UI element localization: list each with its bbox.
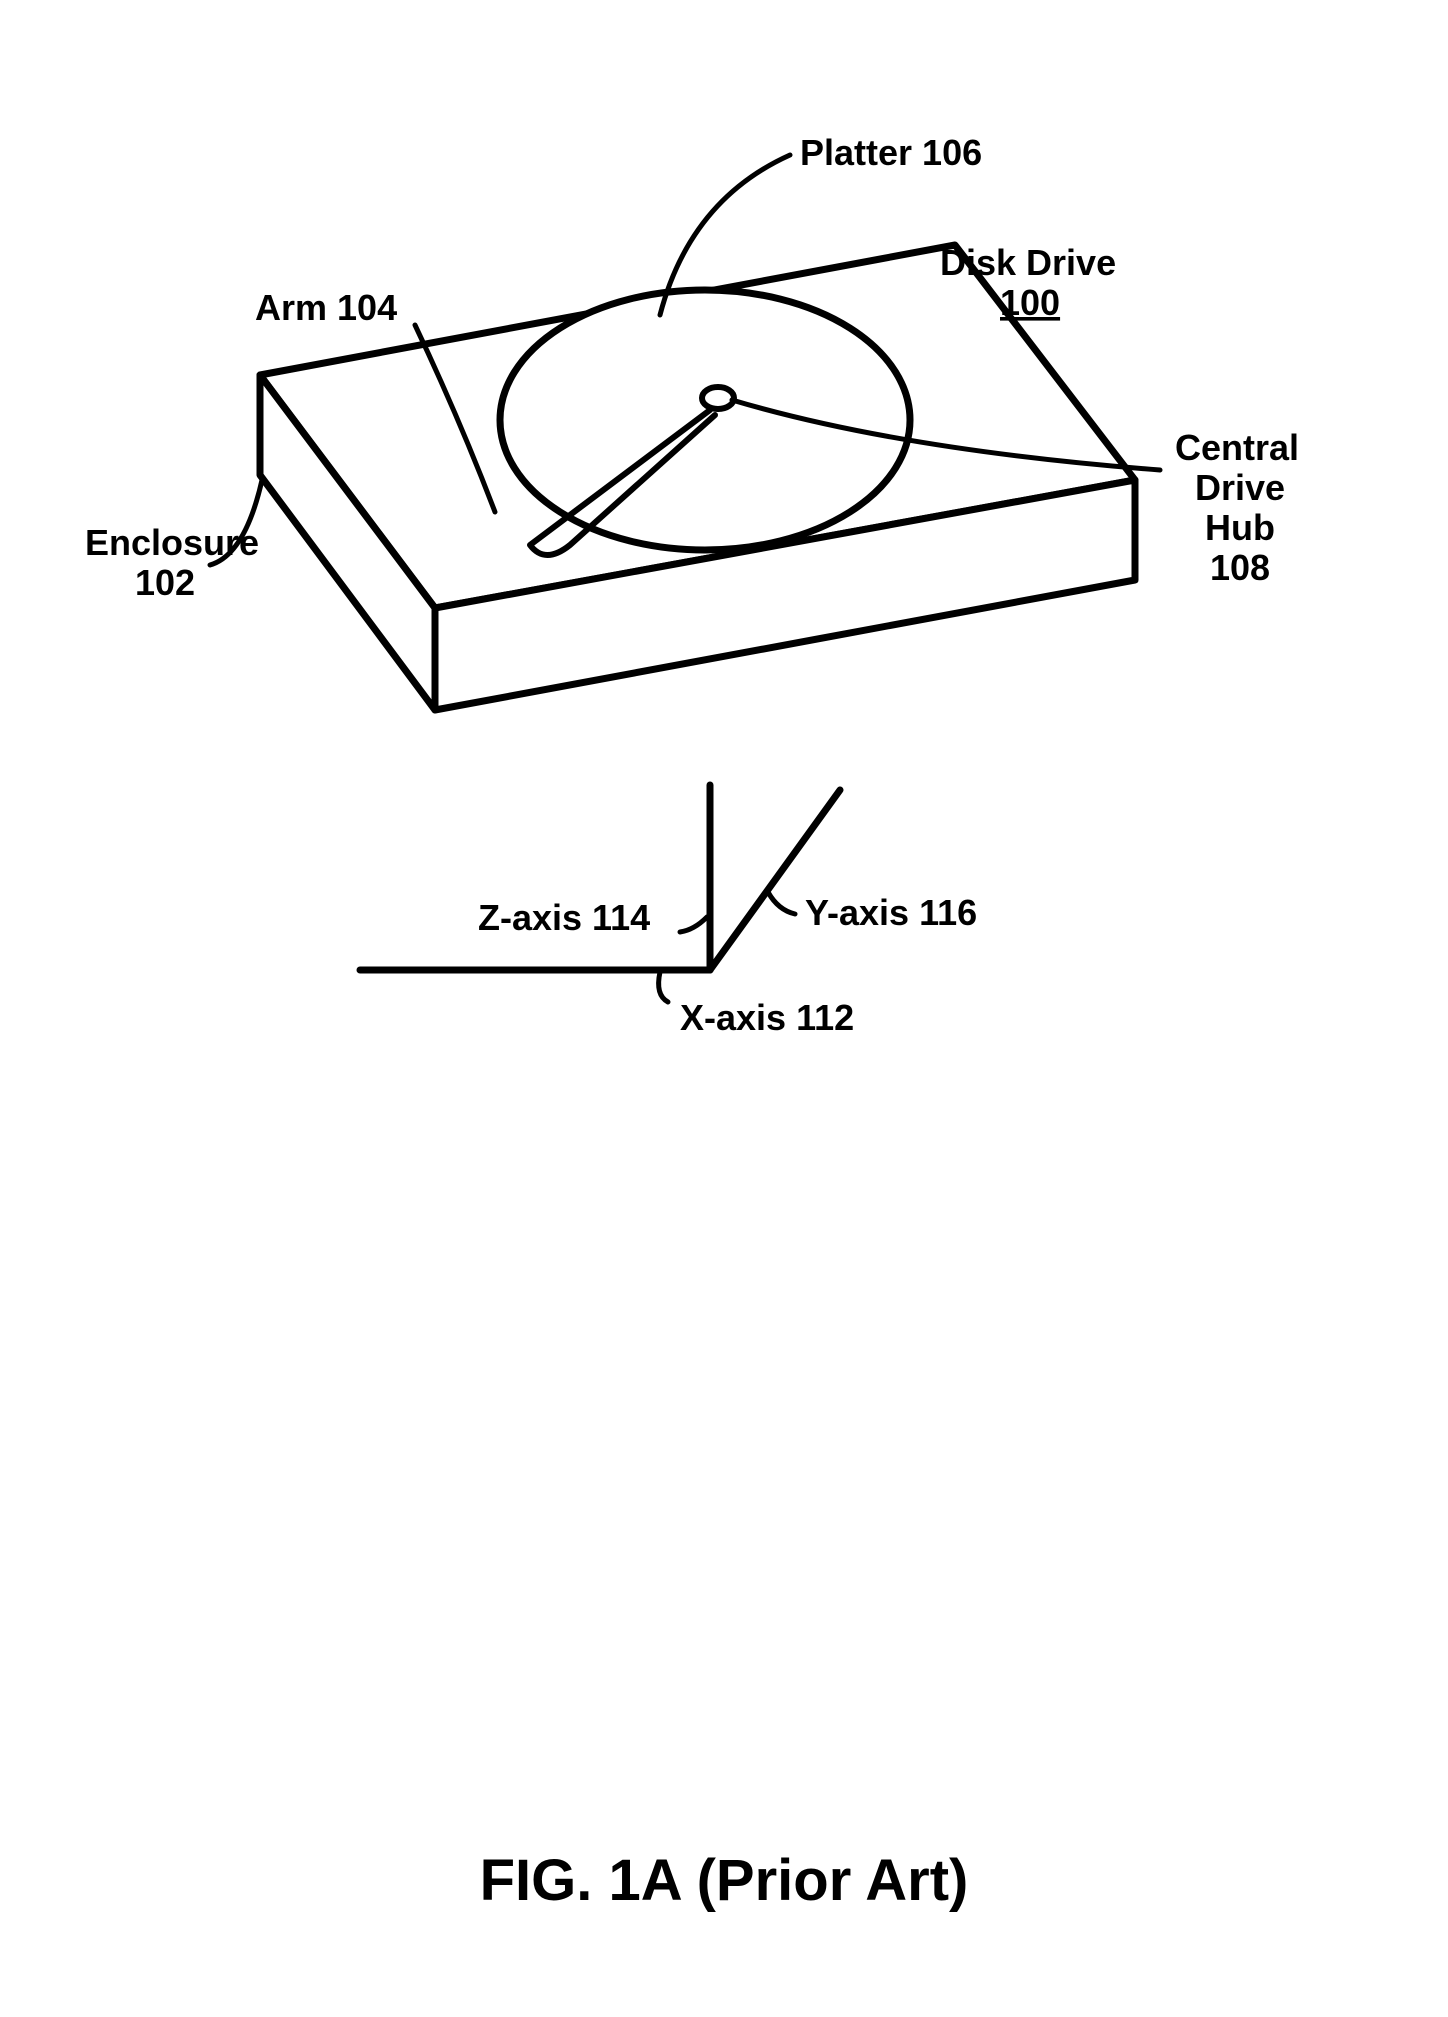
central-label-1: Central [1175, 427, 1299, 468]
z-axis-label: Z-axis 114 [478, 897, 650, 938]
y-axis-label: Y-axis 116 [805, 892, 977, 933]
enclosure-label-2: 102 [135, 562, 195, 603]
disk-drive-label-1: Disk Drive [940, 242, 1116, 283]
x-axis-label: X-axis 112 [680, 997, 854, 1038]
disk-drive-label-2: 100 [1000, 282, 1060, 323]
central-label-3: Hub [1205, 507, 1275, 548]
enclosure-label-1: Enclosure [85, 522, 259, 563]
central-label-2: Drive [1195, 467, 1285, 508]
figure-caption: FIG. 1A (Prior Art) [480, 1848, 969, 1913]
axes [360, 785, 840, 1002]
central-label-4: 108 [1210, 547, 1270, 588]
central-hub [702, 387, 734, 409]
figure-svg: Platter 106 Disk Drive 100 Arm 104 Enclo… [0, 0, 1448, 2017]
platter-label: Platter 106 [800, 132, 982, 173]
arm-label: Arm 104 [255, 287, 397, 328]
